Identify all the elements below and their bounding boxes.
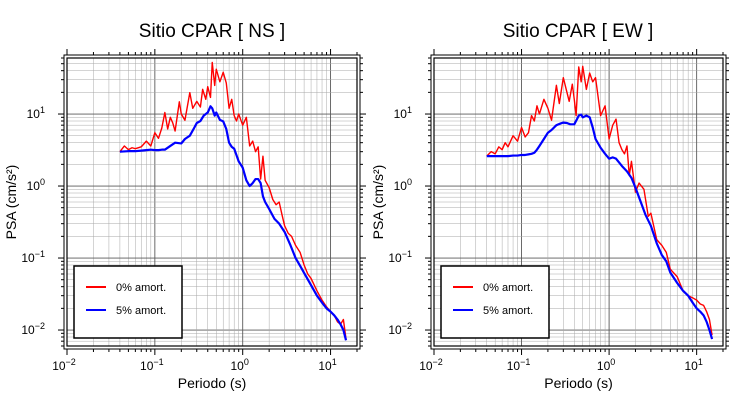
legend: 0% amort. 5% amort.	[440, 265, 550, 339]
legend-label: 0% amort.	[116, 282, 166, 294]
y-tick-label: 100	[27, 177, 45, 193]
tick-marks	[425, 49, 730, 355]
x-tick-label: 10−2	[419, 357, 443, 373]
chart-title: Sitio CPAR [ NS ]	[139, 21, 285, 42]
y-tick-label: 10−1	[21, 249, 45, 265]
x-tick-label: 100	[597, 357, 615, 373]
tick-marks	[58, 49, 366, 355]
x-axis-label: Periodo (s)	[178, 375, 246, 391]
series-line-damping-0	[119, 61, 347, 340]
y-axis-label: PSA (cm/s²)	[370, 165, 386, 240]
chart-title: Sitio CPAR [ EW ]	[503, 21, 654, 42]
chart-panel-1: 10−2 10−1 100 101 10−2 10−1 100 101 Sitio CPAR […	[3, 21, 366, 391]
series-line-damping-0	[486, 65, 713, 336]
y-axis-label: PSA (cm/s²)	[3, 165, 19, 240]
x-tick-label: 10−1	[507, 357, 531, 373]
legend-label: 0% amort.	[483, 282, 533, 294]
y-tick-label: 100	[394, 177, 412, 193]
x-tick-label: 10−2	[52, 357, 76, 373]
legend-label: 5% amort.	[483, 305, 533, 317]
x-axis-label: Periodo (s)	[544, 375, 612, 391]
legend: 0% amort. 5% amort.	[73, 265, 183, 339]
series-line-damping-5	[486, 113, 714, 340]
legend-box	[440, 265, 550, 339]
legend-box	[73, 265, 183, 339]
y-tick-label: 10−1	[388, 249, 412, 265]
y-tick-label: 10−2	[21, 321, 45, 337]
x-tick-label: 100	[231, 357, 249, 373]
y-tick-label: 101	[394, 105, 412, 121]
y-tick-label: 101	[27, 105, 45, 121]
y-tick-label: 10−2	[388, 321, 412, 337]
chart-panel-2: 10−2 10−1 100 101 10−2 10−1 100 101 Sitio CPAR […	[370, 21, 730, 391]
series-line-damping-5	[119, 105, 348, 341]
x-tick-label: 101	[684, 357, 702, 373]
plot-frame	[433, 57, 724, 347]
x-tick-label: 101	[318, 357, 336, 373]
legend-label: 5% amort.	[116, 305, 166, 317]
plot-frame	[66, 57, 358, 347]
x-tick-label: 10−1	[140, 357, 164, 373]
